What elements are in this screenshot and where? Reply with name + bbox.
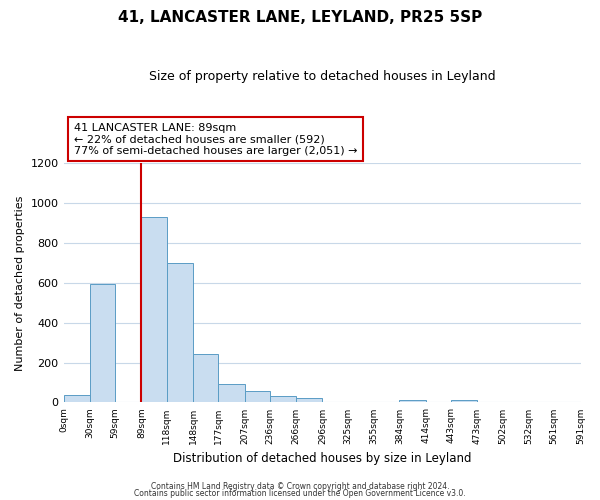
Bar <box>64 396 90 402</box>
Text: 41, LANCASTER LANE, LEYLAND, PR25 5SP: 41, LANCASTER LANE, LEYLAND, PR25 5SP <box>118 10 482 25</box>
Text: Contains public sector information licensed under the Open Government Licence v3: Contains public sector information licen… <box>134 489 466 498</box>
Bar <box>451 400 477 402</box>
Bar <box>167 263 193 402</box>
Y-axis label: Number of detached properties: Number of detached properties <box>15 195 25 370</box>
Text: Contains HM Land Registry data © Crown copyright and database right 2024.: Contains HM Land Registry data © Crown c… <box>151 482 449 491</box>
Bar <box>270 396 296 402</box>
Bar <box>400 400 425 402</box>
Bar <box>90 284 115 403</box>
Bar <box>193 354 218 403</box>
Bar <box>296 398 322 402</box>
X-axis label: Distribution of detached houses by size in Leyland: Distribution of detached houses by size … <box>173 452 471 465</box>
Text: 41 LANCASTER LANE: 89sqm
← 22% of detached houses are smaller (592)
77% of semi-: 41 LANCASTER LANE: 89sqm ← 22% of detach… <box>74 122 358 156</box>
Bar <box>218 384 245 402</box>
Bar <box>142 217 167 402</box>
Title: Size of property relative to detached houses in Leyland: Size of property relative to detached ho… <box>149 70 496 83</box>
Bar <box>245 392 270 402</box>
